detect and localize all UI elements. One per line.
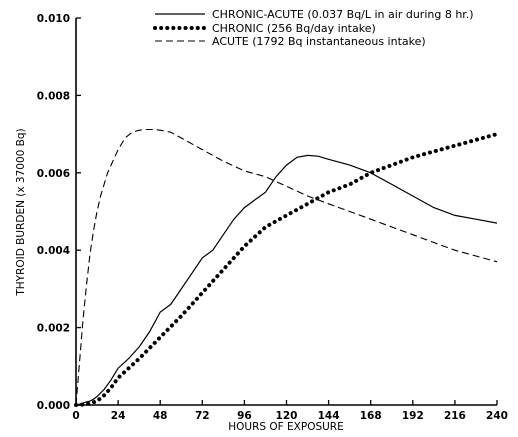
x-tick-label: 240 [486,410,508,422]
x-tick-label: 48 [153,410,168,422]
y-tick-label: 0.010 [37,13,70,25]
x-tick-label: 0 [72,410,79,422]
x-tick-label: 120 [276,410,298,422]
y-tick-label: 0.006 [37,168,70,180]
y-tick-label: 0.008 [37,90,70,102]
legend: CHRONIC-ACUTE (0.037 Bq/L in air during … [153,8,474,48]
legend-label: ACUTE (1792 Bq instantaneous intake) [212,35,426,48]
series-line-dashed [75,128,498,406]
legend-label: CHRONIC-ACUTE (0.037 Bq/L in air during … [212,8,474,21]
x-tick-label: 192 [402,410,424,422]
legend-label: CHRONIC (256 Bq/day intake) [212,22,376,35]
y-tick-label: 0.002 [37,323,70,335]
x-tick-label: 168 [360,410,382,422]
y-axis-title: THYROID BURDEN (x 37000 Bq) [15,128,27,296]
x-axis-title: HOURS OF EXPOSURE [228,421,344,433]
ticks: 0 24 48 72 96 120 144 168 192 216 240 0.000 0.002 0.0… [37,13,508,422]
series-layer [74,128,499,407]
x-tick-label: 24 [111,410,126,422]
series-line-solid [75,154,498,406]
x-tick-label: 216 [444,410,466,422]
x-tick-label: 96 [237,410,252,422]
series-line-dotted [74,132,499,407]
x-tick-label: 144 [318,410,340,422]
x-tick-label: 72 [195,410,210,422]
y-tick-label: 0.004 [37,245,70,257]
y-tick-label: 0.000 [37,400,70,412]
